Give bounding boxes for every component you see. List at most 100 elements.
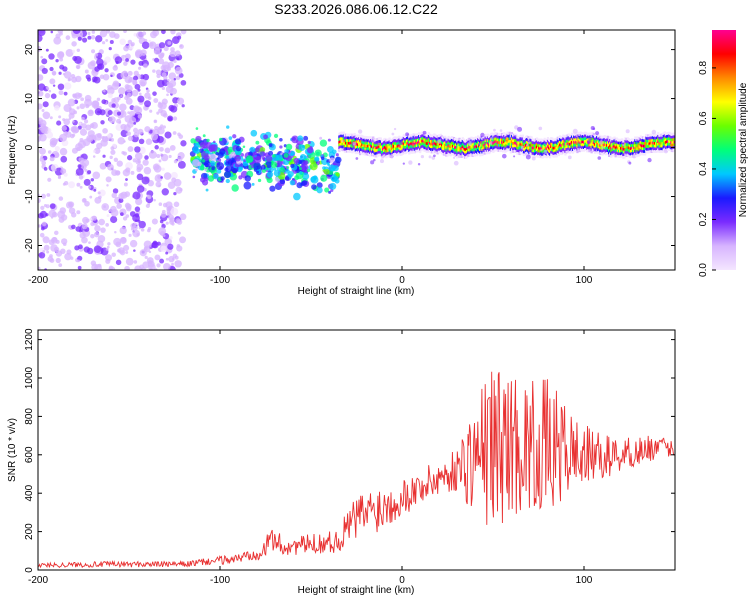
spectrogram-cell	[64, 82, 72, 90]
spectrogram-cell	[46, 250, 50, 254]
spectrogram-cell	[101, 99, 107, 105]
spectrogram-cell	[93, 231, 100, 238]
spectrogram-cell	[144, 100, 151, 108]
spectrogram-cell	[100, 139, 108, 147]
spectrogram-cell	[570, 132, 574, 136]
spectrogram-cell	[179, 44, 184, 49]
spectrogram-cell	[234, 154, 241, 162]
spectrogram-cell	[132, 191, 141, 200]
colorbar: 0.0 0.2 0.4 0.6 0.8 Normalized spectral ampl…	[698, 30, 749, 277]
spectrogram-cell	[158, 184, 161, 188]
spectrogram-cell	[173, 201, 180, 208]
spectrogram-cell	[509, 150, 512, 154]
spectrogram-cell	[77, 164, 82, 169]
spectrogram-cell	[123, 61, 128, 66]
spectrogram-cell	[123, 182, 128, 187]
spectrogram-cell	[452, 156, 456, 159]
spectrogram-cell	[124, 75, 133, 84]
spectrogram-cell	[284, 148, 289, 154]
spectrogram-cell	[154, 145, 159, 150]
spectrogram-cell	[555, 154, 558, 158]
spectrogram-cell	[205, 150, 209, 154]
spectrogram-cell	[622, 143, 625, 147]
spectrogram-x-tick-label: -100	[210, 275, 230, 286]
spectrogram-cell	[663, 149, 669, 154]
spectrogram-cell	[123, 124, 131, 132]
spectrogram-cell	[323, 168, 330, 175]
spectrogram-cell	[62, 66, 68, 72]
spectrogram-cell	[160, 245, 167, 253]
spectrogram-cell	[162, 64, 170, 73]
spectrogram-cell	[126, 131, 132, 136]
spectrogram-cell	[320, 156, 325, 161]
spectrogram-cell	[154, 174, 163, 183]
spectrogram-cell	[99, 30, 108, 38]
spectrogram-cell	[51, 211, 58, 218]
spectrogram-cell	[127, 70, 133, 76]
spectrogram-cell	[166, 211, 171, 216]
spectrogram-cell	[139, 249, 147, 257]
spectrogram-cell	[76, 48, 81, 52]
spectrogram-cell	[370, 160, 375, 165]
spectrogram-cell	[329, 182, 337, 190]
spectrogram-cell	[89, 123, 95, 129]
spectrogram-cell	[226, 125, 230, 129]
spectrogram-cell	[291, 135, 299, 144]
colorbar-gradient	[712, 30, 736, 270]
spectrogram-cell	[110, 146, 115, 151]
spectrogram-cell	[673, 143, 675, 147]
spectrogram-cell	[163, 172, 172, 180]
spectrogram-cell	[71, 41, 77, 47]
spectrogram-cell	[55, 58, 59, 63]
spectrogram-cell	[75, 167, 84, 176]
spectrogram-cell	[398, 141, 401, 144]
spectrogram-cell	[303, 135, 309, 141]
spectrogram-cell	[137, 219, 141, 223]
spectrogram-cell	[592, 133, 595, 136]
spectrogram-cell	[125, 97, 133, 105]
spectrogram-cell	[546, 137, 550, 140]
spectrogram-cell	[87, 35, 92, 40]
spectrogram-cell	[273, 169, 281, 177]
spectrogram-cell	[40, 125, 48, 134]
snr-x-tick-label: -200	[28, 575, 48, 586]
spectrogram-cell	[157, 175, 161, 179]
spectrogram-cell	[70, 256, 74, 260]
spectrogram-cell	[341, 140, 344, 143]
spectrogram-cell	[42, 101, 49, 108]
spectrogram-cell	[84, 69, 89, 74]
spectrogram-cell	[92, 215, 97, 221]
spectrogram-cell	[202, 134, 206, 138]
spectrogram-cell	[508, 131, 511, 135]
spectrogram-cell	[77, 36, 82, 41]
spectrogram-cell	[65, 48, 74, 57]
spectrogram-cell	[152, 240, 158, 245]
spectrogram-cell	[527, 136, 530, 140]
spectrogram-cell	[122, 216, 128, 221]
spectrogram-cell	[84, 168, 88, 172]
spectrogram-cell	[134, 219, 138, 222]
spectrogram-cell	[488, 150, 492, 154]
spectrogram-cell	[138, 220, 146, 229]
spectrogram-cell	[92, 149, 96, 153]
spectrogram-cell	[110, 209, 119, 217]
spectrogram-cell	[99, 189, 106, 197]
spectrogram-cell	[479, 153, 482, 157]
spectrogram-cell	[422, 130, 427, 135]
spectrogram-cell	[76, 182, 81, 187]
spectrogram-cell	[170, 171, 178, 179]
spectrogram-cell	[129, 211, 136, 217]
spectrogram-cell	[76, 210, 81, 215]
spectrogram-cell	[111, 169, 118, 176]
spectrogram-cell	[38, 90, 44, 97]
spectrogram-cell	[134, 83, 141, 90]
spectrogram-cell	[39, 210, 48, 219]
spectrogram-cell	[408, 160, 413, 165]
spectrogram-cell	[113, 82, 117, 86]
spectrogram-cell	[139, 79, 147, 87]
spectrogram-cell	[118, 87, 126, 95]
spectrogram-cell	[173, 77, 177, 81]
spectrogram-cell	[47, 150, 52, 154]
spectrogram-cell	[125, 178, 128, 181]
